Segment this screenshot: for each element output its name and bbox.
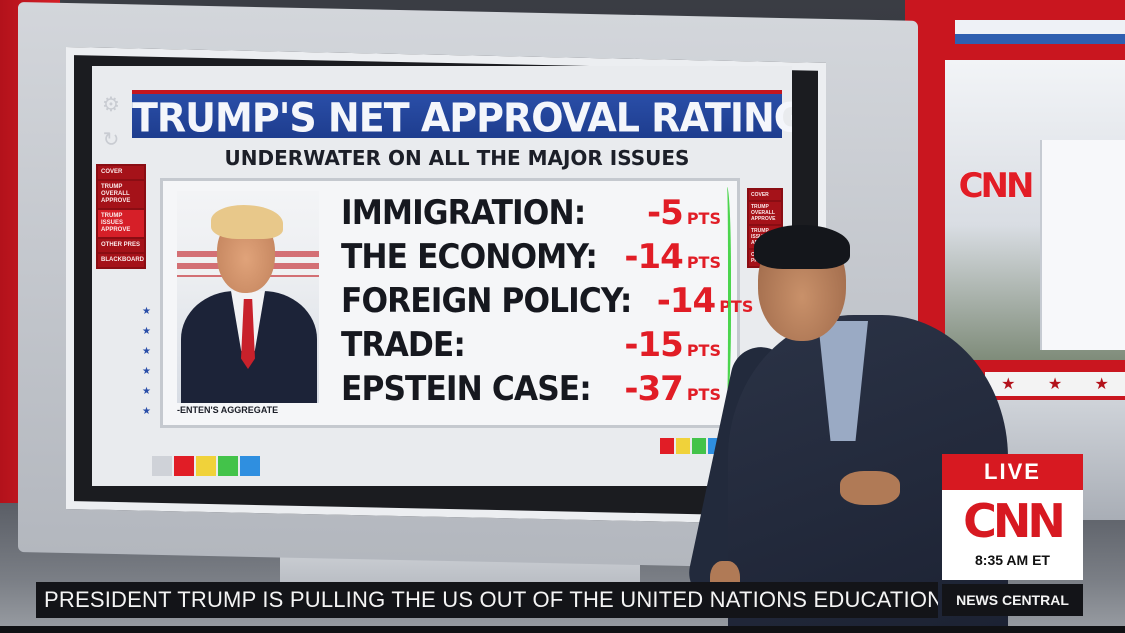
issue-label: IMMIGRATION: [341,193,586,233]
issue-label: TRADE: [341,325,466,365]
ticker-text: PRESIDENT TRUMP IS PULLING THE US OUT OF… [44,587,938,612]
white-house-building [1040,140,1125,350]
trump-photo [177,191,319,403]
star-icon: ★ [142,346,151,357]
palette-swatch[interactable] [196,456,216,476]
cnn-logo: CNN [963,494,1066,548]
show-name: NEWS CENTRAL [942,584,1083,616]
issue-points: -5 [647,193,684,233]
gear-icon[interactable]: ⚙ [102,94,120,116]
menu-item-cover[interactable]: COVER [98,166,144,179]
telestrator-palette [152,456,260,476]
palette-swatch[interactable] [152,456,172,476]
issue-row: TRADE: -15 PTS [341,325,721,369]
issue-value: -14 PTS [624,237,721,277]
star-icon: ★ [1047,376,1063,393]
live-bug: LIVE CNN 8:35 AM ET [942,454,1083,580]
menu-item-overall-approve[interactable]: TRUMP OVERALL APPROVE [98,181,144,208]
wall-stars: ★ ★ ★ [985,372,1125,396]
issue-unit: PTS [719,297,754,316]
issue-label: FOREIGN POLICY: [341,281,632,321]
issue-value: -14 PTS [657,281,754,321]
issue-value: -5 PTS [647,193,721,233]
menu-item-cover[interactable]: COVER [749,190,781,200]
issue-points: -14 [656,281,716,321]
star-icon: ★ [1094,376,1109,393]
issue-unit: PTS [686,341,721,360]
menu-item-other-pres[interactable]: OTHER PRES [98,239,144,252]
photo-tie [241,299,255,369]
issue-points: -14 [624,237,683,277]
star-icon: ★ [142,366,151,377]
issue-points: -37 [624,369,683,409]
palette-swatch[interactable] [218,456,238,476]
palette-swatch[interactable] [676,438,690,454]
photo-hair [211,205,283,239]
issue-row: THE ECONOMY: -14 PTS [341,237,721,281]
issue-row: EPSTEIN CASE: -37 PTS [341,369,721,413]
issue-unit: PTS [686,385,721,404]
star-icon: ★ [1001,376,1016,393]
issue-unit: PTS [686,209,721,228]
issue-label: THE ECONOMY: [341,237,598,277]
palette-swatch[interactable] [240,456,260,476]
wall-stripe [955,34,1125,44]
time-display: 8:35 AM ET [975,552,1050,568]
title-bar: TRUMP'S NET APPROVAL RATING [132,90,792,142]
palette-swatch[interactable] [692,438,706,454]
live-label: LIVE [942,454,1083,490]
star-column: ★ ★ ★ ★ ★ ★ [142,306,151,417]
presenter-hair [754,225,850,269]
issue-value: -37 PTS [624,369,721,409]
issue-points: -15 [624,325,683,365]
news-ticker: PRESIDENT TRUMP IS PULLING THE US OUT OF… [36,582,938,618]
cnn-wall-logo: CNN [958,166,1035,206]
photo-credit: -ENTEN'S AGGREGATE [177,405,279,415]
issue-label: EPSTEIN CASE: [341,369,592,409]
menu-item-blackboard[interactable]: BLACKBOARD [98,254,144,267]
star-icon: ★ [142,386,151,397]
screen-tool-icons: ⚙ ↻ [98,92,124,152]
palette-swatch[interactable] [660,438,674,454]
issue-list: IMMIGRATION: -5 PTS THE ECONOMY: -14 PTS… [341,193,753,413]
menu-item-overall-approve[interactable]: TRUMP OVERALL APPROVE [749,202,781,224]
presenter-hand [840,471,900,505]
star-icon: ★ [142,406,151,417]
issue-row: IMMIGRATION: -5 PTS [341,193,721,237]
palette-swatch[interactable] [174,456,194,476]
bottom-band [0,626,1125,633]
issue-row: FOREIGN POLICY: -14 PTS [341,281,753,325]
approval-card: -ENTEN'S AGGREGATE IMMIGRATION: -5 PTS T… [160,178,753,428]
menu-item-issues-approve[interactable]: TRUMP ISSUES APPROVE [98,210,144,237]
star-icon: ★ [142,326,151,337]
side-menu: COVER TRUMP OVERALL APPROVE TRUMP ISSUES… [96,164,146,269]
screen-subtitle: UNDERWATER ON ALL THE MAJOR ISSUES [224,146,690,170]
star-icon: ★ [142,306,151,317]
white-house-image [945,60,1125,360]
refresh-icon[interactable]: ↻ [102,129,120,151]
touchscreen-display: ⚙ ↻ TRUMP'S NET APPROVAL RATING UNDERWAT… [92,66,792,486]
issue-value: -15 PTS [624,325,721,365]
wall-stripe [955,20,1125,34]
telestrator-mark [721,187,731,401]
issue-unit: PTS [686,253,721,272]
screen-title: TRUMP'S NET APPROVAL RATING [132,94,792,142]
